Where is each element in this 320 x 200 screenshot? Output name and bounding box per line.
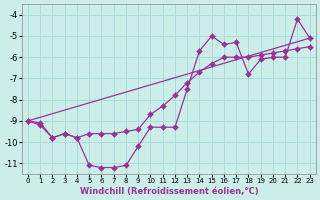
X-axis label: Windchill (Refroidissement éolien,°C): Windchill (Refroidissement éolien,°C) bbox=[80, 187, 258, 196]
